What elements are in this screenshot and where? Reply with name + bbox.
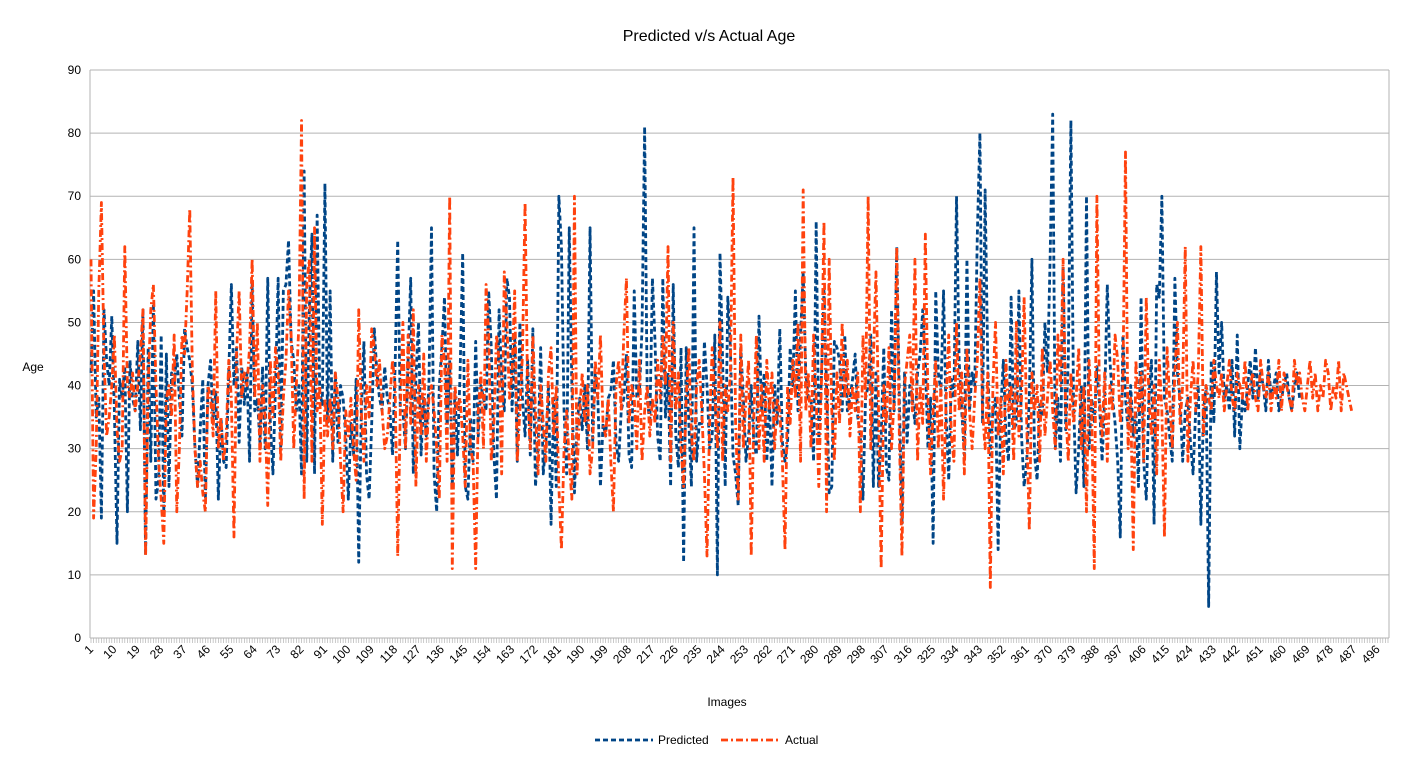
legend: Predicted Actual [595, 733, 818, 747]
y-tick-label: 20 [68, 505, 82, 519]
y-tick-label: 70 [68, 189, 82, 203]
y-tick-label: 50 [68, 315, 82, 329]
y-tick-label: 60 [68, 252, 82, 266]
legend-label-predicted: Predicted [658, 733, 709, 747]
y-tick-label: 10 [68, 568, 82, 582]
x-axis-title: Images [707, 695, 746, 709]
x-tick-marks [90, 638, 1389, 643]
y-tick-label: 90 [68, 63, 82, 77]
y-tick-label: 30 [68, 442, 82, 456]
series-line-actual [89, 119, 1353, 589]
series-layer [89, 112, 1353, 608]
y-tick-label: 0 [74, 631, 81, 645]
legend-label-actual: Actual [785, 733, 818, 747]
chart-title: Predicted v/s Actual Age [623, 28, 796, 45]
gridlines [89, 69, 1390, 639]
y-axis-ticks: 0 10 20 30 40 50 60 70 80 90 [68, 63, 82, 645]
y-tick-label: 40 [68, 379, 82, 393]
y-axis-title: Age [22, 360, 44, 374]
y-tick-label: 80 [68, 126, 82, 140]
